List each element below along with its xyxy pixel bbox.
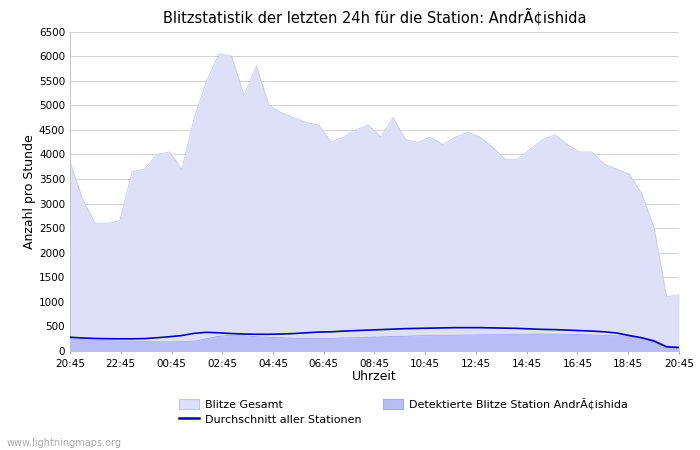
Title: Blitzstatistik der letzten 24h für die Station: AndrÃ¢ishida: Blitzstatistik der letzten 24h für die S… (162, 9, 587, 26)
Y-axis label: Anzahl pro Stunde: Anzahl pro Stunde (23, 134, 36, 248)
Legend: Blitze Gesamt, Durchschnitt aller Stationen, Detektierte Blitze Station AndrÃ¢is: Blitze Gesamt, Durchschnitt aller Statio… (179, 398, 628, 425)
X-axis label: Uhrzeit: Uhrzeit (352, 370, 397, 383)
Text: www.lightningmaps.org: www.lightningmaps.org (7, 438, 122, 448)
